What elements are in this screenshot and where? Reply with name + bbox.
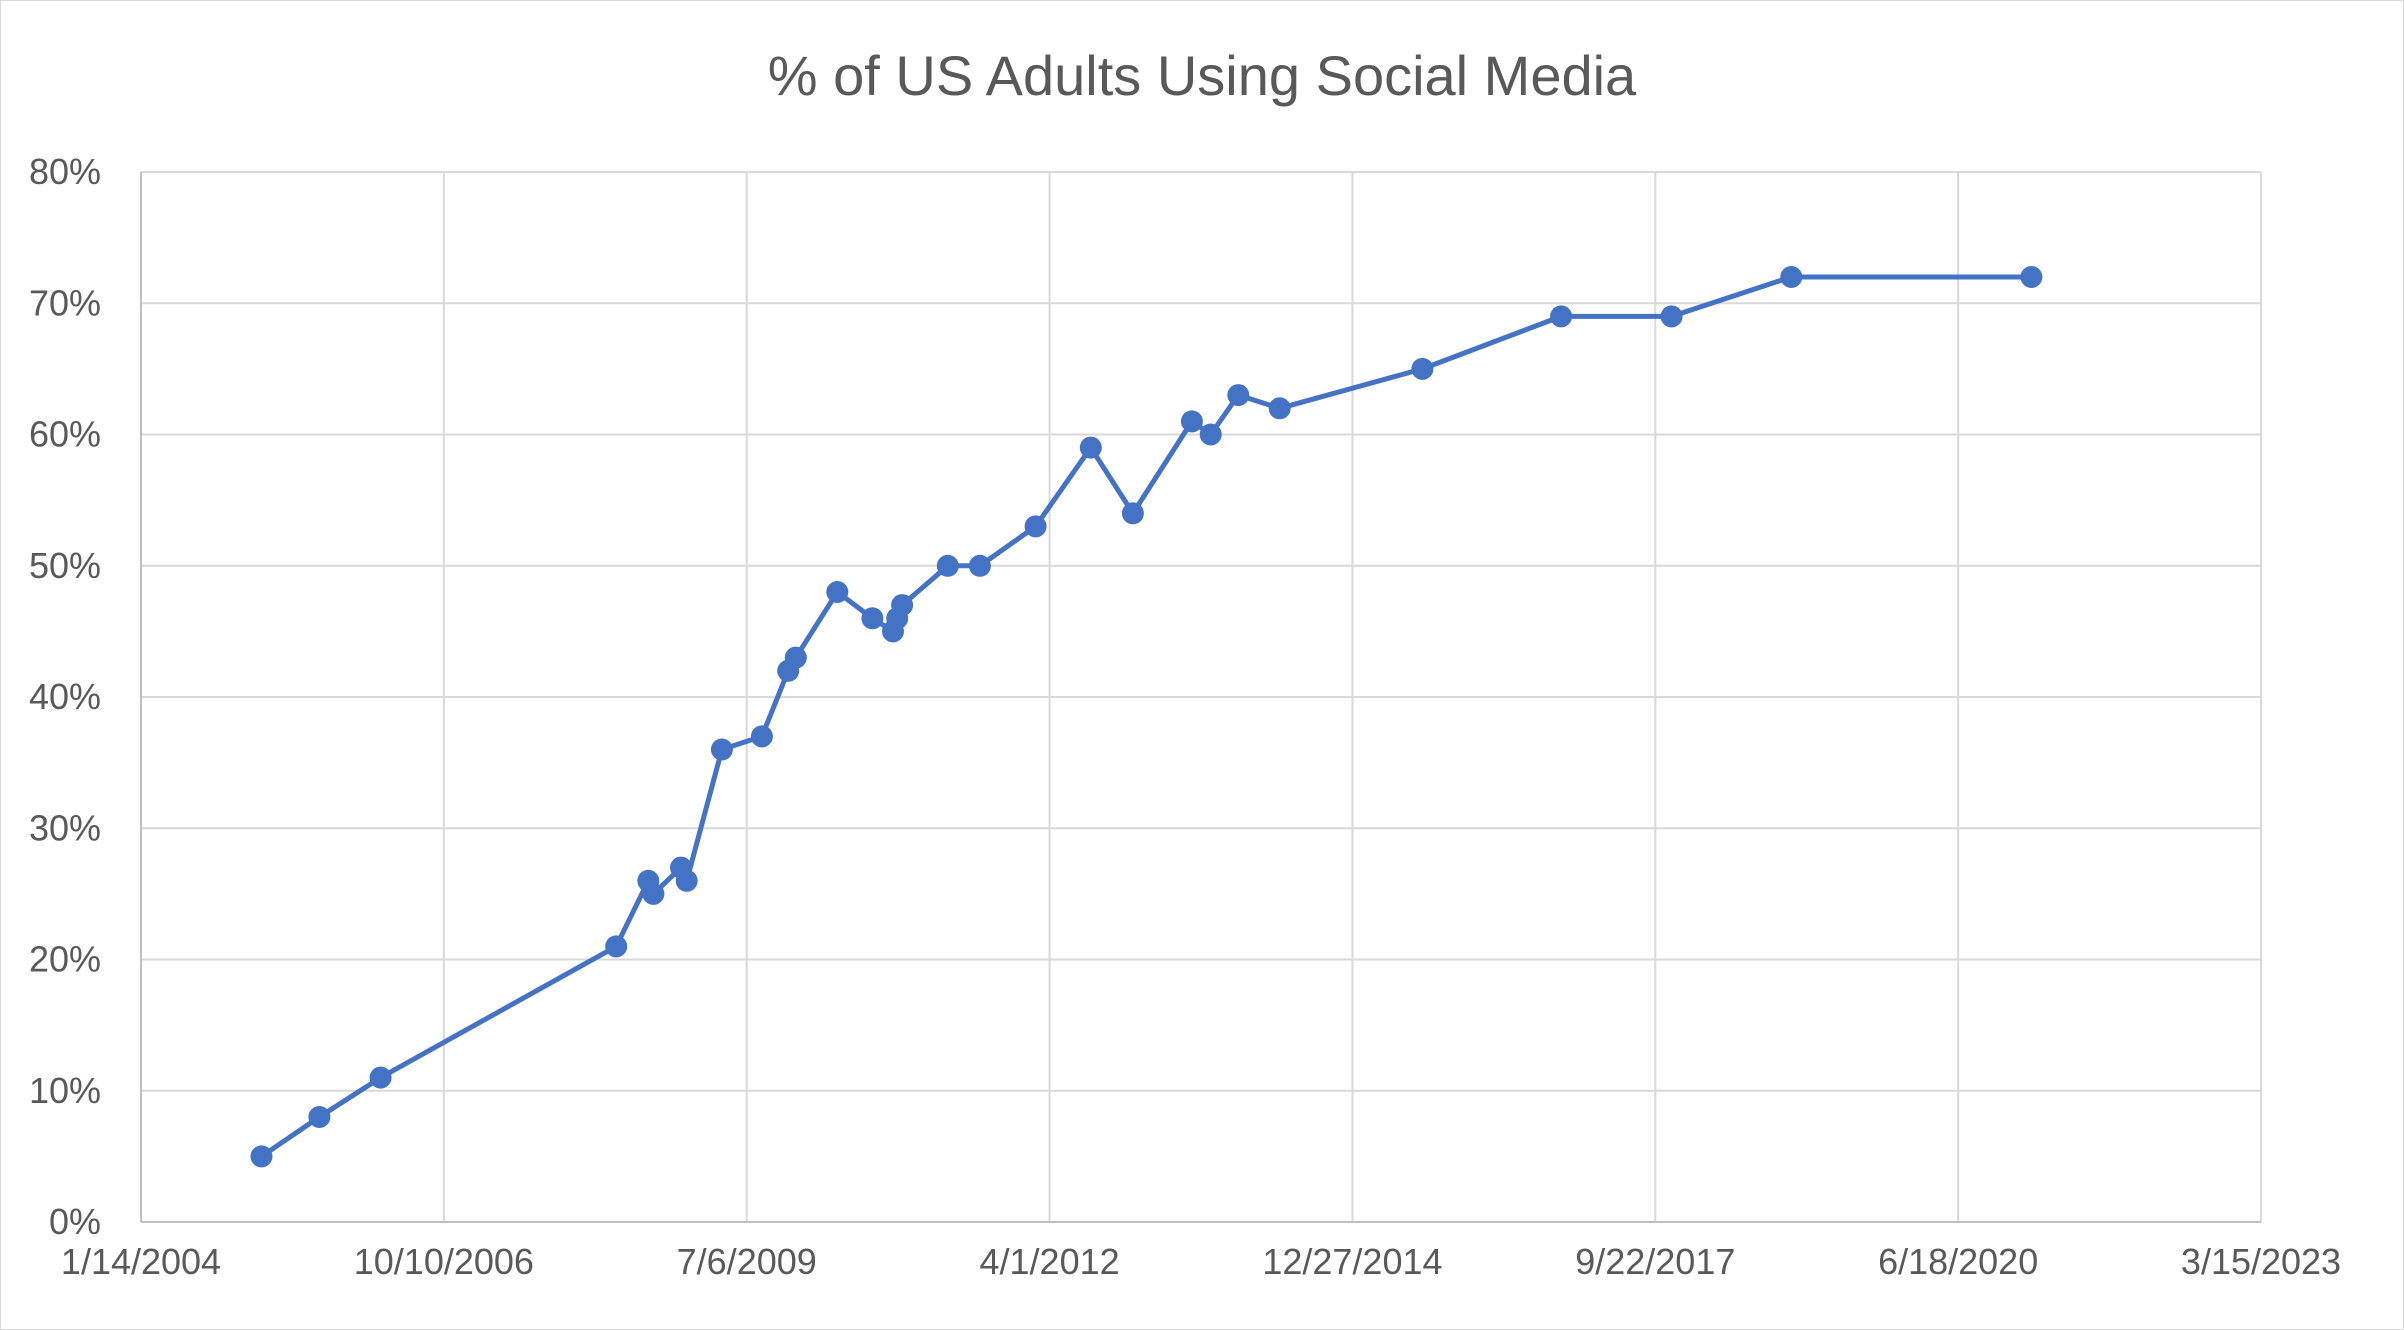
x-tick-label: 10/10/2006 [354, 1241, 534, 1282]
x-tick-label: 4/1/2012 [980, 1241, 1120, 1282]
data-point [1079, 436, 1102, 459]
y-tick-label: 30% [29, 807, 101, 848]
data-point [968, 554, 991, 577]
data-point [605, 935, 628, 958]
data-point [936, 554, 959, 577]
x-tick-label: 1/14/2004 [61, 1241, 221, 1282]
y-tick-label: 40% [29, 676, 101, 717]
data-point [750, 725, 773, 748]
y-tick-label: 20% [29, 939, 101, 980]
grid-layer [141, 171, 2262, 1222]
data-point [1268, 397, 1291, 420]
data-point [250, 1145, 273, 1168]
data-point [369, 1066, 392, 1089]
data-point [1227, 384, 1250, 407]
data-point [1180, 410, 1203, 433]
data-point [675, 869, 698, 892]
series-layer [250, 266, 2043, 1168]
x-tick-label: 12/27/2014 [1262, 1241, 1442, 1282]
data-point [710, 738, 733, 761]
data-point [784, 646, 807, 669]
series-line [259, 274, 2034, 1159]
data-point [1411, 357, 1434, 380]
data-point [1199, 423, 1222, 446]
data-point [642, 882, 665, 905]
data-point [2020, 266, 2043, 288]
y-tick-label: 70% [29, 282, 101, 323]
x-tick-label: 3/15/2023 [2181, 1241, 2341, 1282]
data-point [1780, 266, 1803, 288]
axis-layer [140, 172, 2261, 1223]
y-tick-label: 0% [49, 1201, 101, 1242]
y-tick-label: 60% [29, 414, 101, 455]
data-point [826, 581, 849, 603]
y-tick-label: 10% [29, 1070, 101, 1111]
data-point [891, 594, 914, 617]
data-point [1024, 515, 1047, 538]
data-point [1660, 305, 1683, 328]
y-tick-label: 80% [29, 151, 101, 192]
data-point [1550, 305, 1573, 328]
data-point [1121, 502, 1144, 525]
x-tick-label: 9/22/2017 [1575, 1241, 1735, 1282]
x-tick-label: 6/18/2020 [1878, 1241, 2038, 1282]
label-layer: 0% 10% 20% 30% 40% 50% 60% 70% 80% 1/14/2004 10/10… [29, 151, 2341, 1282]
x-tick-label: 7/6/2009 [677, 1241, 817, 1282]
y-tick-label: 50% [29, 545, 101, 586]
data-point [308, 1106, 331, 1128]
chart-title: % of US Adults Using Social Media [768, 44, 1637, 107]
data-point [861, 607, 884, 630]
